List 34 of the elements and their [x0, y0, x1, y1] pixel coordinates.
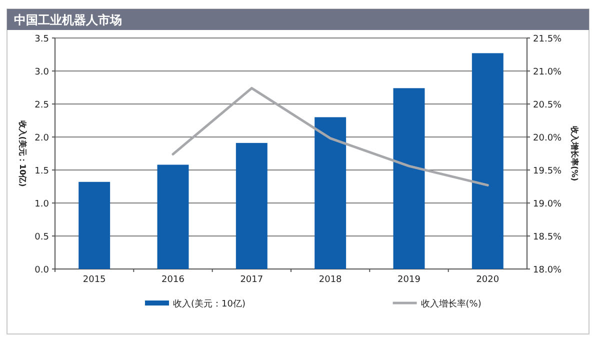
- y-tick-label: 0.0: [34, 266, 50, 276]
- x-tick-label: 2017: [240, 275, 264, 285]
- y-tick-label: 3.0: [34, 68, 50, 78]
- bar: [472, 53, 504, 269]
- y-tick-label: 0.5: [34, 232, 49, 242]
- y2-tick-label: 20.5%: [533, 100, 562, 110]
- bar: [314, 117, 346, 269]
- y2-tick-label: 21.5%: [533, 34, 562, 44]
- y-tick-label: 3.5: [34, 34, 49, 44]
- y2-tick-label: 18.0%: [533, 266, 562, 276]
- legend-label: 收入(美元：10亿): [173, 298, 246, 310]
- legend-label: 收入增长率(%): [420, 298, 482, 310]
- y-tick-label: 2.5: [34, 100, 49, 110]
- y-axis-title: 收入(美元：10亿): [18, 120, 28, 187]
- x-tick-label: 2020: [476, 275, 500, 285]
- bar: [236, 142, 268, 269]
- x-tick-label: 2019: [398, 275, 421, 285]
- y2-tick-label: 19.0%: [533, 200, 562, 210]
- bar: [393, 88, 425, 269]
- bar: [157, 164, 189, 269]
- y2-tick-label: 18.5%: [533, 232, 562, 242]
- x-tick-label: 2015: [82, 275, 106, 285]
- x-tick-label: 2018: [318, 275, 342, 285]
- y2-tick-label: 21.0%: [533, 68, 562, 78]
- y-tick-label: 1.0: [34, 200, 50, 210]
- y2-tick-label: 20.0%: [533, 134, 562, 144]
- y-tick-label: 2.0: [34, 134, 50, 144]
- y2-axis-title: 收入增长率(%): [570, 126, 580, 182]
- x-tick-label: 2016: [162, 275, 185, 285]
- chart-title: 中国工业机器人市场: [14, 13, 122, 27]
- y-tick-label: 1.5: [34, 166, 49, 176]
- line-series: [172, 86, 489, 186]
- y2-tick-label: 19.5%: [533, 166, 562, 176]
- bar: [78, 182, 110, 269]
